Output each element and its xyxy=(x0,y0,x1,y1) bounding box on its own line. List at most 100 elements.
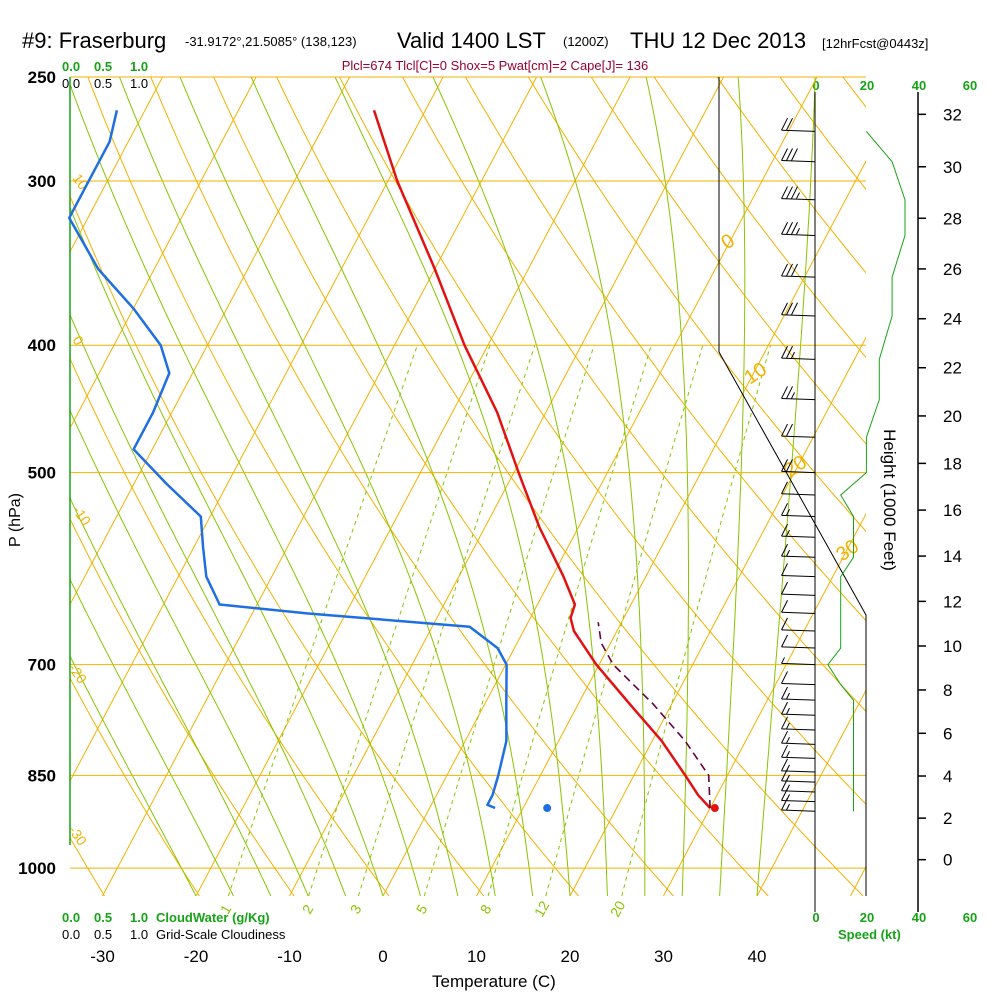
wind-barb-shaft xyxy=(781,713,816,716)
isotherm xyxy=(663,512,866,896)
wind-barb-flag xyxy=(786,459,793,472)
wind-barb-flag xyxy=(781,744,788,758)
moist-adiabat xyxy=(645,77,689,896)
wind-barb xyxy=(781,730,816,745)
wind-barb-shaft xyxy=(781,160,816,163)
scale-green-1: 0.5 xyxy=(94,59,112,74)
wind-barb-half xyxy=(796,192,800,199)
height-tick-label: 6 xyxy=(943,724,952,743)
isotherm-label: 0 xyxy=(70,333,88,349)
height-tick-label: 12 xyxy=(943,592,962,611)
wind-barb-shaft xyxy=(781,742,816,745)
height-tick-label: 2 xyxy=(943,809,952,828)
isobars xyxy=(70,76,866,869)
mixing-ratio-line xyxy=(357,345,536,896)
wind-barb-flag xyxy=(781,481,788,495)
height-tick-label: 10 xyxy=(943,637,962,656)
wind-barb xyxy=(781,671,816,686)
wind-barb-half xyxy=(781,657,785,664)
wind-barb-flag xyxy=(786,302,793,315)
wind-barb-shaft xyxy=(781,493,816,496)
dry-adiabat xyxy=(338,77,866,805)
wind-barb-shaft xyxy=(781,129,816,132)
wind-barb-flag xyxy=(781,716,788,730)
isotherm xyxy=(476,160,866,896)
wind-barb-flag xyxy=(781,543,788,557)
x-tick-label: -20 xyxy=(184,947,209,966)
speed-tick: 0 xyxy=(812,78,819,93)
wind-barb-half xyxy=(791,392,795,399)
isotherm xyxy=(70,77,164,253)
axes: -30 -20 -10 0 10 20 30 402503004005007008501000… xyxy=(18,68,962,966)
sounding-indices: Plcl=674 Tlcl[C]=0 Shox=5 Pwat[cm]=2 Cap… xyxy=(342,58,649,73)
moist-adiabat xyxy=(70,496,272,896)
pressure-tick-label: 700 xyxy=(28,656,56,675)
height-tick-label: 30 xyxy=(943,158,962,177)
wind-barb xyxy=(781,701,816,716)
wind-barb-shaft xyxy=(781,555,816,558)
mixing-ratio-label: 12 xyxy=(531,898,553,920)
wind-barb-shaft xyxy=(781,397,816,401)
dry-adiabat xyxy=(842,77,866,108)
moist-adiabat xyxy=(334,77,571,896)
wind-barb-shaft xyxy=(781,435,816,438)
isotherm xyxy=(70,77,257,430)
dry-adiabat xyxy=(70,517,295,896)
wind-barb-flag xyxy=(781,686,788,700)
isotherm xyxy=(289,77,725,896)
wind-barb-flag xyxy=(786,186,793,199)
dry-adiabat-label: 30 xyxy=(832,535,863,566)
wind-barb xyxy=(781,543,816,558)
moist-adiabat xyxy=(540,77,646,896)
scale-black-1: 0.5 xyxy=(94,927,112,942)
wind-barb-shaft xyxy=(781,535,816,538)
wind-barb-flag xyxy=(786,117,793,131)
dry-adiabat xyxy=(950,54,1000,896)
wind-barb-flag xyxy=(781,797,788,811)
mixing-ratio-line xyxy=(308,345,491,896)
wind-barb xyxy=(781,563,816,578)
wind-barb-flag xyxy=(791,302,798,315)
x-tick-label: -30 xyxy=(90,947,115,966)
scale-black-0: 0.0 xyxy=(62,927,80,942)
dry-adiabat xyxy=(70,677,200,896)
wind-barb xyxy=(781,481,816,496)
wind-barb-flag xyxy=(786,222,793,235)
wind-barb-flag xyxy=(781,222,788,235)
wind-barb-half xyxy=(786,736,790,744)
height-tick-label: 8 xyxy=(943,681,952,700)
height-tick-label: 20 xyxy=(943,407,962,426)
height-tick-label: 0 xyxy=(943,851,952,870)
plot-frame xyxy=(69,77,919,912)
scale-black-1: 0.5 xyxy=(94,76,112,91)
wind-barb-flag xyxy=(781,758,788,772)
wind-barb-flag xyxy=(781,768,788,782)
wind-barb xyxy=(781,634,816,649)
isotherm xyxy=(850,865,866,896)
isotherm xyxy=(70,77,351,606)
wind-barb-flag xyxy=(781,671,788,684)
wind-barb xyxy=(781,263,816,278)
wind-barb-half xyxy=(786,529,790,537)
wind-barb xyxy=(781,386,816,401)
moist-adiabat xyxy=(179,77,496,896)
moist-adiabat xyxy=(70,409,309,896)
x-tick-label: -10 xyxy=(277,947,302,966)
wind-barb-shaft xyxy=(781,574,816,578)
wind-barb-flag xyxy=(791,186,798,199)
scale-black-2: 1.0 xyxy=(130,927,148,942)
wind-barb-shaft xyxy=(781,314,816,317)
dry-adiabat-label: 0 xyxy=(717,230,739,254)
wind-barb-flag xyxy=(781,600,788,613)
moist-adiabat xyxy=(70,655,197,896)
temperature-line xyxy=(372,109,712,809)
isotherm xyxy=(382,77,818,896)
dry-adiabat xyxy=(70,357,390,896)
wind-barb xyxy=(781,600,816,614)
wind-barb-shaft xyxy=(781,514,816,517)
wind-barb-shaft xyxy=(781,611,816,614)
wind-barb-flag xyxy=(781,117,788,131)
wind-barb-shaft xyxy=(781,799,816,803)
wind-barb-flag xyxy=(781,778,788,791)
